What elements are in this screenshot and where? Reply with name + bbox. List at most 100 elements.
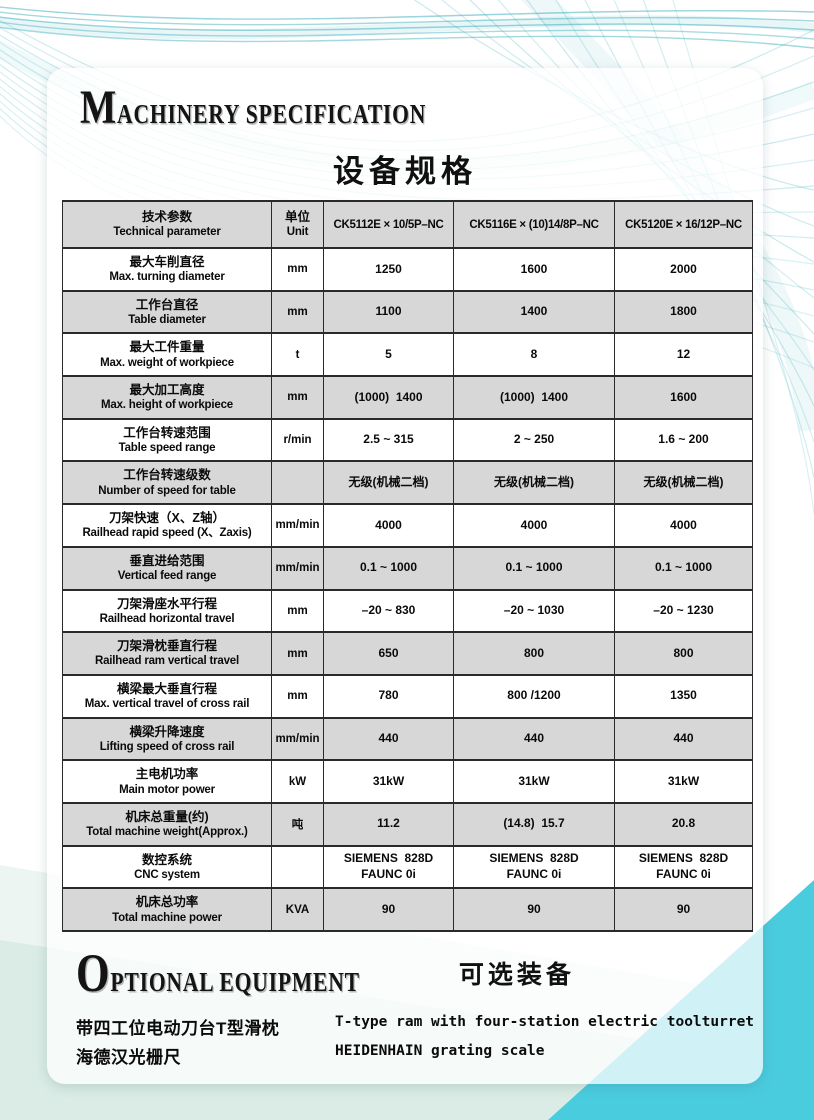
value-cell-model-1: (1000) 1400 [323, 375, 454, 420]
value-cell-model-3: 1800 [614, 289, 753, 335]
parameter-cell: 工作台转速级数 Number of speed for table [62, 460, 272, 506]
value-cell-model-3: –20 ~ 1230 [614, 588, 753, 634]
parameter-cell: 工作台转速范围 Table speed range [62, 417, 272, 463]
value-cell-model-1: 90 [323, 887, 454, 932]
value-cell-model-3: SIEMENS 828D FAUNC 0i [614, 844, 753, 890]
value-cell-model-3: 0.1 ~ 1000 [614, 545, 753, 591]
header-parameter: 技术参数 Technical parameter [62, 200, 272, 249]
unit-cell: mm [271, 588, 324, 634]
value-cell-model-1: 4000 [323, 503, 454, 548]
parameter-cell: 刀架滑座水平行程 Railhead horizontal travel [62, 588, 272, 634]
parameter-cell: 横梁最大垂直行程 Max. vertical travel of cross r… [62, 673, 272, 719]
table-row: 刀架滑座水平行程 Railhead horizontal travel mm –… [62, 588, 753, 634]
page-title-zh: 设备规格 [333, 154, 477, 189]
page-title-en: MACHINERY SPECIFICATION [80, 81, 427, 134]
parameter-cell: 横梁升降速度 Lifting speed of cross rail [62, 716, 272, 762]
unit-cell: mm [271, 375, 324, 420]
unit-cell: mm [271, 673, 324, 719]
header-unit: 单位 Unit [271, 200, 324, 249]
unit-cell [271, 844, 324, 890]
unit-cell: mm/min [271, 716, 324, 762]
value-cell-model-1: 无级(机械二档) [323, 460, 454, 506]
optional-title-en: OPTIONAL EQUIPMENT [76, 943, 360, 1003]
value-cell-model-1: 440 [323, 716, 454, 762]
value-cell-model-3: 20.8 [614, 801, 753, 847]
value-cell-model-3: 440 [614, 716, 753, 762]
value-cell-model-2: 无级(机械二档) [453, 460, 615, 506]
value-cell-model-3: 90 [614, 887, 753, 932]
value-cell-model-2: (1000) 1400 [453, 375, 615, 420]
value-cell-model-3: 800 [614, 631, 753, 676]
parameter-cell: 机床总重量(约) Total machine weight(Approx.) [62, 801, 272, 847]
value-cell-model-2: 800 [453, 631, 615, 676]
table-row: 刀架快速（X、Z轴） Railhead rapid speed (X、Zaxis… [62, 503, 753, 548]
table-row: 横梁升降速度 Lifting speed of cross rail mm/mi… [62, 716, 753, 762]
title-drop-cap: M [80, 81, 118, 134]
table-row: 刀架滑枕垂直行程 Railhead ram vertical travel mm… [62, 631, 753, 676]
value-cell-model-3: 12 [614, 332, 753, 378]
value-cell-model-2: (14.8) 15.7 [453, 801, 615, 847]
value-cell-model-3: 1.6 ~ 200 [614, 417, 753, 463]
table-row: 垂直进给范围 Vertical feed range mm/min 0.1 ~ … [62, 545, 753, 591]
table-row: 横梁最大垂直行程 Max. vertical travel of cross r… [62, 673, 753, 719]
table-row: 最大车削直径 Max. turning diameter mm 1250 160… [62, 247, 753, 292]
table-row: 工作台直径 Table diameter mm 1100 1400 1800 [62, 289, 753, 335]
value-cell-model-1: 11.2 [323, 801, 454, 847]
parameter-cell: 最大工件重量 Max. weight of workpiece [62, 332, 272, 378]
value-cell-model-1: 31kW [323, 759, 454, 804]
spec-table: 技术参数 Technical parameter 单位 Unit CK5112E… [62, 200, 753, 932]
parameter-cell: 刀架快速（X、Z轴） Railhead rapid speed (X、Zaxis… [62, 503, 272, 548]
unit-cell: r/min [271, 417, 324, 463]
parameter-cell: 最大加工高度 Max. height of workpiece [62, 375, 272, 420]
value-cell-model-2: 90 [453, 887, 615, 932]
unit-cell: mm/min [271, 545, 324, 591]
optional-item-1-zh: 带四工位电动刀台T型滑枕 [76, 1019, 280, 1038]
optional-item-1-en: T-type ram with four-station electric to… [335, 1014, 755, 1030]
value-cell-model-2: 4000 [453, 503, 615, 548]
unit-cell: kW [271, 759, 324, 804]
value-cell-model-1: 2.5 ~ 315 [323, 417, 454, 463]
value-cell-model-2: SIEMENS 828D FAUNC 0i [453, 844, 615, 890]
value-cell-model-3: 4000 [614, 503, 753, 548]
optional-title-zh: 可选装备 [458, 961, 575, 989]
optional-item-2-en: HEIDENHAIN grating scale [335, 1043, 545, 1059]
value-cell-model-1: 0.1 ~ 1000 [323, 545, 454, 591]
unit-cell: mm [271, 289, 324, 335]
value-cell-model-2: 2 ~ 250 [453, 417, 615, 463]
value-cell-model-1: 780 [323, 673, 454, 719]
table-row: 最大加工高度 Max. height of workpiece mm (1000… [62, 375, 753, 420]
value-cell-model-1: 1250 [323, 247, 454, 292]
parameter-cell: 刀架滑枕垂直行程 Railhead ram vertical travel [62, 631, 272, 676]
unit-cell: mm/min [271, 503, 324, 548]
value-cell-model-2: 1400 [453, 289, 615, 335]
value-cell-model-3: 31kW [614, 759, 753, 804]
parameter-cell: 机床总功率 Total machine power [62, 887, 272, 932]
value-cell-model-3: 无级(机械二档) [614, 460, 753, 506]
parameter-cell: 工作台直径 Table diameter [62, 289, 272, 335]
header-model-2: CK5116E × (10)14/8P–NC [453, 200, 615, 249]
spec-table-body: 最大车削直径 Max. turning diameter mm 1250 160… [62, 247, 753, 932]
table-row: 工作台转速范围 Table speed range r/min 2.5 ~ 31… [62, 417, 753, 463]
value-cell-model-2: 800 /1200 [453, 673, 615, 719]
unit-cell: 吨 [271, 801, 324, 847]
unit-cell: KVA [271, 887, 324, 932]
value-cell-model-3: 1350 [614, 673, 753, 719]
optional-item-2-zh: 海德汉光栅尺 [76, 1048, 181, 1067]
value-cell-model-1: 5 [323, 332, 454, 378]
table-row: 最大工件重量 Max. weight of workpiece t 5 8 12 [62, 332, 753, 378]
table-header-row: 技术参数 Technical parameter 单位 Unit CK5112E… [62, 200, 753, 249]
header-model-1: CK5112E × 10/5P–NC [323, 200, 454, 249]
parameter-cell: 垂直进给范围 Vertical feed range [62, 545, 272, 591]
value-cell-model-2: 0.1 ~ 1000 [453, 545, 615, 591]
optional-equipment-title: OPTIONAL EQUIPMENT 可选装备 [76, 946, 575, 1000]
value-cell-model-1: SIEMENS 828D FAUNC 0i [323, 844, 454, 890]
table-row: 工作台转速级数 Number of speed for table 无级(机械二… [62, 460, 753, 506]
value-cell-model-1: 1100 [323, 289, 454, 335]
table-row: 机床总功率 Total machine power KVA 90 90 90 [62, 887, 753, 932]
table-row: 数控系统 CNC system SIEMENS 828D FAUNC 0i SI… [62, 844, 753, 890]
value-cell-model-2: 8 [453, 332, 615, 378]
unit-cell: t [271, 332, 324, 378]
value-cell-model-2: –20 ~ 1030 [453, 588, 615, 634]
value-cell-model-2: 440 [453, 716, 615, 762]
